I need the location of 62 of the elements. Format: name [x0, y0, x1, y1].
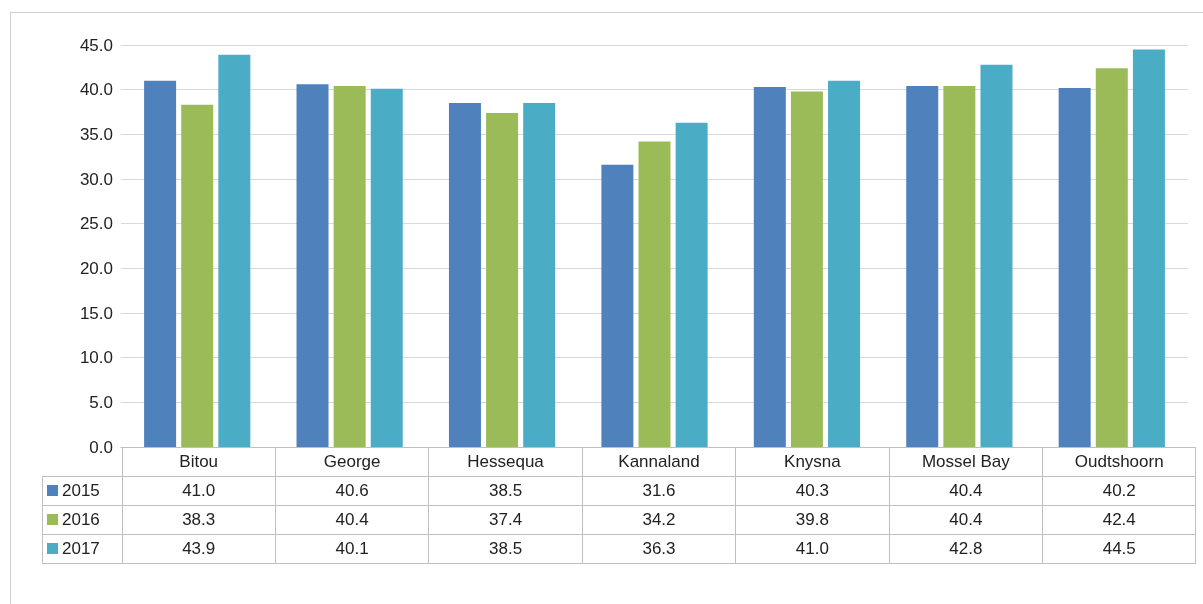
bar — [828, 80, 861, 447]
bar — [1095, 68, 1128, 447]
y-tick-label: 15.0 — [79, 303, 113, 323]
data-label: 34.2 — [582, 505, 736, 535]
data-label: 38.5 — [428, 476, 583, 506]
data-label: 40.3 — [735, 476, 890, 506]
bar — [675, 122, 708, 447]
bar — [753, 86, 786, 447]
data-label: 40.1 — [275, 534, 429, 564]
data-label: 40.6 — [275, 476, 429, 506]
bar — [296, 84, 329, 447]
data-label: 43.9 — [122, 534, 276, 564]
data-label: 41.0 — [735, 534, 890, 564]
x-tick-label: Oudtshoorn — [1042, 447, 1196, 477]
y-tick-label: 30.0 — [79, 169, 113, 189]
legend-label: 2016 — [42, 505, 122, 535]
y-tick-label: 5.0 — [89, 392, 113, 412]
x-tick-label: Hessequa — [428, 447, 583, 477]
bar — [1132, 49, 1165, 447]
y-tick-label: 10.0 — [79, 348, 113, 368]
y-tick-label: 20.0 — [79, 258, 113, 278]
bar — [638, 141, 671, 447]
x-tick-label: Mossel Bay — [889, 447, 1043, 477]
bar — [943, 86, 976, 447]
data-label: 37.4 — [428, 505, 583, 535]
legend-label: 2017 — [42, 534, 122, 564]
bar — [790, 91, 823, 447]
data-label: 38.5 — [428, 534, 583, 564]
x-tick-label: Kannaland — [582, 447, 736, 477]
bar — [144, 80, 177, 447]
data-label: 36.3 — [582, 534, 736, 564]
data-label: 39.8 — [735, 505, 890, 535]
data-label: 31.6 — [582, 476, 736, 506]
bar — [486, 112, 519, 447]
data-label: 42.4 — [1042, 505, 1196, 535]
bar — [181, 104, 214, 447]
data-label: 41.0 — [122, 476, 276, 506]
legend-label: 2015 — [42, 476, 122, 506]
y-tick-label: 35.0 — [79, 124, 113, 144]
bar — [906, 86, 939, 447]
data-label: 42.8 — [889, 534, 1043, 564]
data-label: 40.2 — [1042, 476, 1196, 506]
bar — [448, 103, 481, 447]
y-tick-label: 40.0 — [79, 80, 113, 100]
bar — [218, 54, 251, 447]
y-tick-label: 25.0 — [79, 214, 113, 234]
bar — [370, 88, 403, 447]
bar — [333, 86, 366, 447]
x-tick-label: Bitou — [122, 447, 276, 477]
bar — [523, 103, 556, 447]
x-tick-label: Knysna — [735, 447, 890, 477]
y-tick-label: 45.0 — [79, 35, 113, 55]
data-label: 40.4 — [275, 505, 429, 535]
bar — [1058, 87, 1091, 447]
x-tick-label: George — [275, 447, 429, 477]
y-tick-label: 0.0 — [89, 437, 113, 457]
data-label: 38.3 — [122, 505, 276, 535]
data-label: 40.4 — [889, 476, 1043, 506]
bar — [601, 164, 634, 447]
bar — [980, 64, 1013, 447]
data-label: 40.4 — [889, 505, 1043, 535]
data-label: 44.5 — [1042, 534, 1196, 564]
